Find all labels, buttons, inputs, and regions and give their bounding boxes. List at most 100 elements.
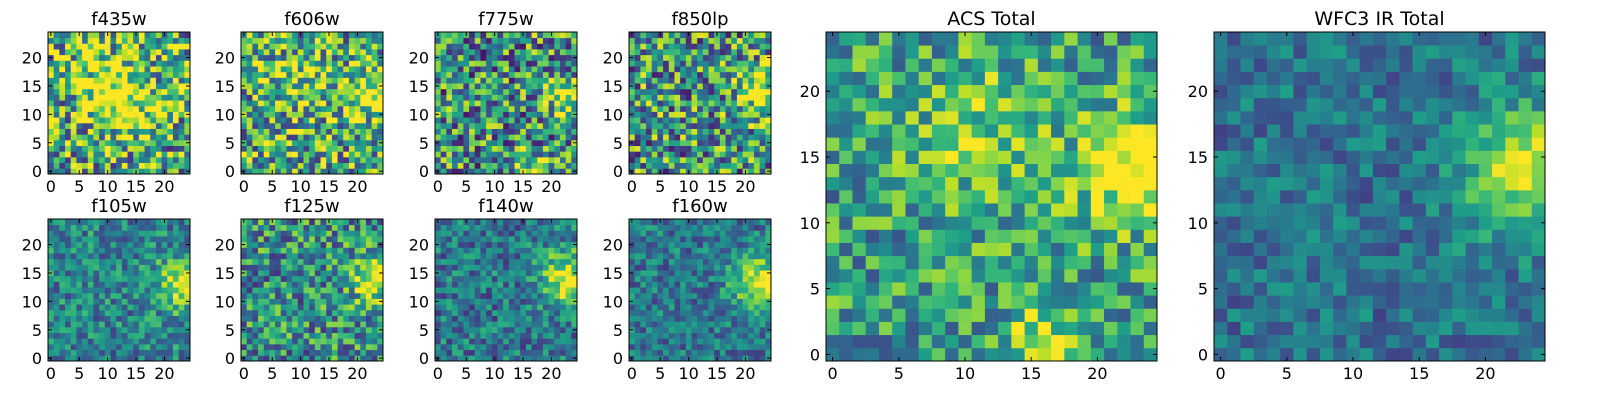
heatmap-cell [531, 241, 538, 248]
heatmap-cell [133, 309, 140, 316]
heatmap-cell [48, 100, 55, 107]
heatmap-cell [286, 88, 293, 95]
heatmap-cell [184, 275, 191, 282]
heatmap-cell [531, 100, 538, 107]
heatmap-cell [246, 77, 253, 84]
heatmap-cell [360, 270, 367, 277]
heatmap-cell [446, 236, 453, 243]
heatmap-cell [497, 111, 504, 118]
heatmap-cell [725, 309, 732, 316]
heatmap-cell [252, 151, 259, 158]
heatmap-cell [275, 287, 282, 294]
heatmap-cell [446, 230, 453, 237]
heatmap-cell [138, 94, 145, 101]
heatmap-cell [65, 54, 72, 61]
heatmap-cell [133, 258, 140, 265]
heatmap-cell [138, 230, 145, 237]
heatmap-cell [480, 162, 487, 169]
heatmap-cell [161, 139, 168, 146]
heatmap-cell [348, 343, 355, 351]
heatmap-cell [548, 83, 555, 90]
heatmap-cell [144, 326, 151, 333]
heatmap-cell [252, 287, 259, 294]
heatmap-cell [457, 134, 464, 141]
heatmap-cell [663, 326, 670, 333]
heatmap-cell [668, 343, 675, 351]
heatmap-cell [525, 236, 532, 243]
heatmap-cell [320, 122, 327, 129]
heatmap-cell [657, 105, 664, 112]
heatmap-cell [343, 247, 350, 254]
heatmap-cell [178, 100, 185, 107]
heatmap-cell [520, 94, 527, 101]
heatmap-cell [646, 162, 653, 169]
heatmap-cell [508, 304, 515, 311]
heatmap-cell [469, 49, 476, 56]
heatmap-cell [348, 355, 355, 362]
heatmap-cell [365, 309, 373, 316]
heatmap-cell [674, 37, 681, 44]
heatmap-cell [731, 343, 738, 351]
heatmap-cell [320, 355, 327, 362]
heatmap-cell [708, 100, 715, 107]
heatmap-cell [514, 83, 521, 90]
heatmap-cell [702, 338, 709, 345]
heatmap-cell [65, 321, 72, 328]
heatmap-cell [440, 122, 447, 129]
heatmap-cell [280, 37, 287, 44]
heatmap-cell [559, 298, 567, 305]
heatmap-cell [377, 292, 384, 299]
heatmap-cell [554, 281, 561, 288]
heatmap-cell [714, 162, 721, 169]
heatmap-cell [99, 156, 106, 164]
heatmap-cell [446, 298, 453, 305]
heatmap-cell [314, 100, 321, 107]
heatmap-cell [446, 49, 453, 56]
heatmap-cell [331, 49, 338, 56]
heatmap-cell [121, 224, 128, 231]
heatmap-cell [65, 156, 72, 164]
heatmap-cell [292, 100, 299, 107]
heatmap-cell [480, 338, 487, 345]
heatmap-cell [365, 168, 373, 175]
heatmap-cell [65, 139, 72, 146]
heatmap-cell [127, 94, 134, 101]
heatmap-cells [48, 32, 191, 175]
heatmap-cell [674, 88, 681, 95]
heatmap-cell [48, 122, 55, 129]
heatmap-cell [241, 275, 248, 282]
heatmap-cell [748, 338, 755, 345]
heatmap-cell [110, 292, 117, 299]
heatmap-cell [76, 230, 83, 237]
heatmap-cell [252, 145, 259, 152]
heatmap-cell [571, 309, 578, 316]
heatmap-cell [133, 264, 140, 271]
heatmap-cell [503, 275, 510, 282]
heatmap-cell [663, 43, 670, 50]
heatmap-cell [252, 349, 259, 356]
heatmap-cells [629, 32, 772, 175]
heatmap-cell [93, 224, 100, 231]
heatmap-cell [337, 304, 344, 311]
heatmap-cell [691, 77, 698, 84]
heatmap-cell [742, 49, 749, 56]
heatmap-cell [161, 349, 168, 356]
heatmap-cell [309, 151, 316, 158]
heatmap-cell [76, 309, 83, 316]
heatmap-cell [668, 37, 675, 44]
heatmap-cell [116, 326, 123, 333]
heatmap-cell [674, 298, 681, 305]
heatmap-cell [150, 54, 157, 61]
heatmap-cell [161, 326, 168, 333]
heatmap-cell [685, 49, 692, 56]
heatmap-cell [663, 134, 670, 141]
heatmap-cell [150, 241, 157, 248]
heatmap-cell [269, 66, 276, 73]
heatmap-cell [309, 100, 316, 107]
heatmap-cell [702, 111, 709, 118]
heatmap-cell [155, 49, 162, 56]
heatmap-cell [634, 151, 641, 158]
heatmap-cell [337, 54, 344, 61]
heatmap-cell [463, 71, 470, 78]
heatmap-cell [320, 94, 327, 101]
